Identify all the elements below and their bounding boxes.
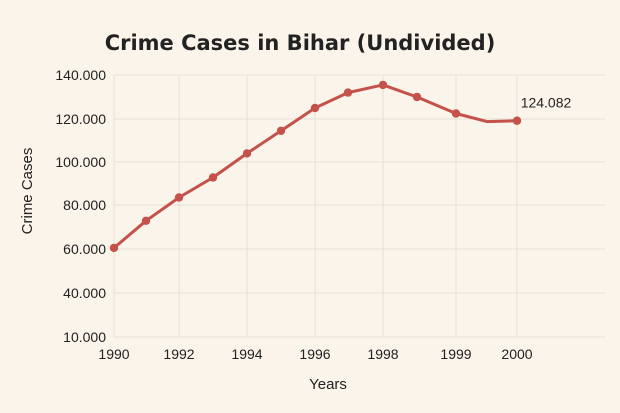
- x-tick-label: 1999: [440, 346, 471, 362]
- y-axis-label: Crime Cases: [19, 148, 36, 235]
- x-tick-label: 2000: [501, 346, 532, 362]
- y-tick-label: 120.000: [55, 111, 106, 127]
- data-points: [109, 80, 522, 253]
- data-point: [276, 126, 286, 136]
- data-point: [208, 173, 218, 182]
- y-tick-label: 10.000: [63, 329, 106, 345]
- x-tick-label: 1998: [367, 346, 398, 362]
- y-tick-label: 40.000: [63, 285, 106, 301]
- y-tick-label: 140.000: [55, 67, 106, 83]
- data-point: [512, 116, 522, 125]
- y-tick-label: 60.000: [63, 241, 106, 257]
- data-label-2000: 124.082: [521, 95, 572, 111]
- y-axis-ticks: 10.000 40.000 60.000 80.000 100.000 120.000 14…: [55, 67, 106, 345]
- x-tick-label: 1994: [231, 346, 262, 362]
- grid-lines: [113, 74, 605, 338]
- x-tick-label: 1992: [163, 346, 194, 362]
- data-point: [343, 88, 353, 97]
- data-point: [174, 193, 184, 202]
- data-point: [141, 216, 151, 226]
- data-point: [378, 80, 388, 90]
- chart-title: Crime Cases in Bihar (Undivided): [105, 31, 496, 55]
- data-point: [310, 103, 320, 113]
- data-point: [451, 109, 461, 118]
- x-tick-label: 1990: [98, 346, 129, 362]
- data-point: [412, 92, 422, 102]
- x-tick-label: 1996: [299, 346, 330, 362]
- y-tick-label: 80.000: [63, 197, 106, 213]
- x-axis-ticks: 1990 1992 1994 1996 1998 1999 2000: [98, 346, 532, 362]
- data-point: [109, 243, 119, 253]
- y-tick-label: 100.000: [55, 154, 106, 170]
- x-axis-label: Years: [309, 376, 347, 393]
- data-point: [242, 149, 252, 158]
